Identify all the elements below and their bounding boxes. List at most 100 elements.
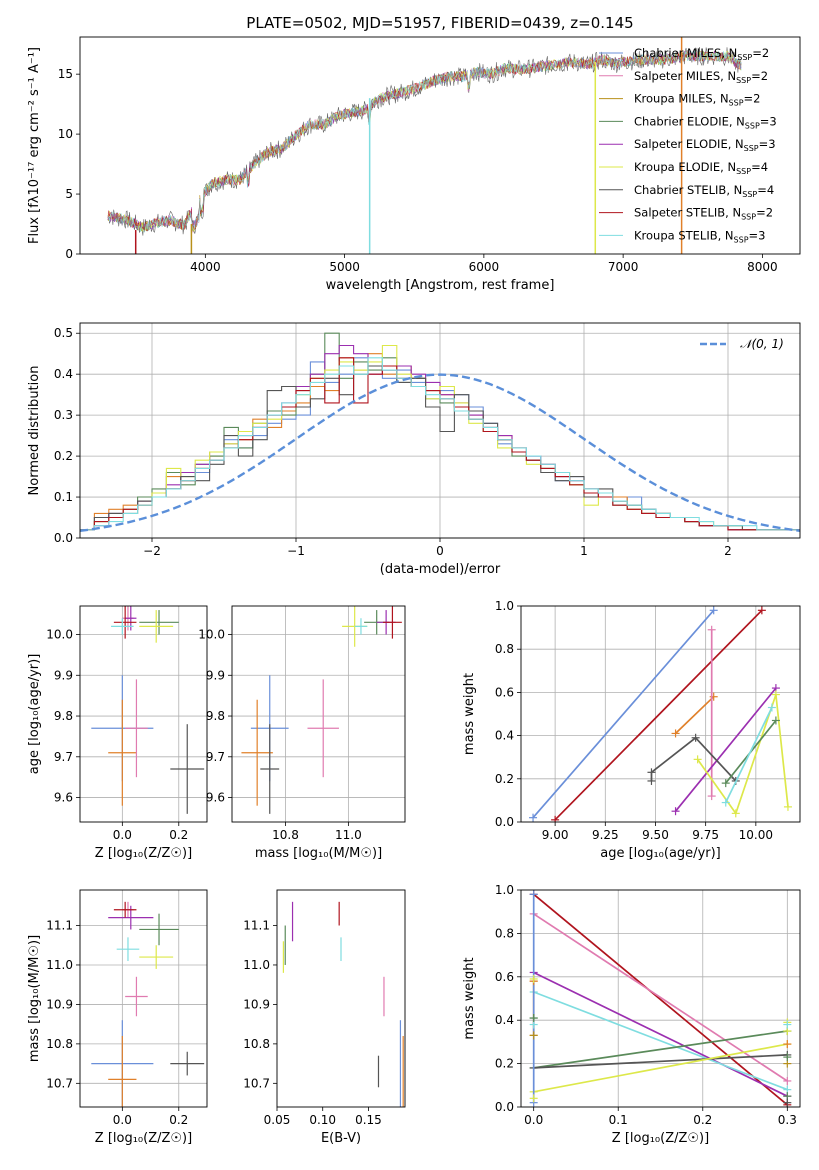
errorbar-point [139, 945, 174, 969]
axes-frame [231, 605, 406, 823]
x-axis-label: age [log₁₀(age/yr)] [600, 846, 721, 861]
plus-marker [671, 729, 680, 738]
y-tick-label: 0.0 [54, 531, 73, 545]
x-tick-label: 0.2 [169, 828, 188, 842]
grid-lines [80, 890, 207, 1107]
plot-area [91, 606, 205, 814]
y-tick-label: 10.8 [243, 1037, 270, 1051]
plot-area [80, 332, 800, 532]
errorbar-point [170, 724, 205, 814]
axes-frame [79, 605, 208, 823]
errorbar-point [108, 1035, 137, 1107]
y-tick-label: 10.7 [243, 1076, 270, 1090]
y-axis-label: age [log₁₀(age/yr)] [27, 654, 42, 775]
plus-marker [783, 1040, 792, 1049]
figure-title: PLATE=0502, MJD=51957, FIBERID=0439, z=0… [246, 14, 633, 32]
y-axis-label: mass weight [462, 673, 477, 755]
weight-line [533, 893, 788, 1106]
panel-spectrum: 4000 5000 6000 7000 8000 0 5 10 15 wavelength [An… [27, 36, 801, 293]
axes: 4000 5000 6000 7000 8000 0 5 10 15 wavelength [An… [27, 36, 801, 293]
weight-line [533, 913, 788, 1082]
x-axis-label: (data-model)/error [380, 562, 501, 577]
x-tick-label: 5000 [329, 260, 360, 274]
x-axis-label: wavelength [Angstrom, rest frame] [326, 278, 555, 293]
weight-line [532, 609, 715, 819]
x-tick-label: 2 [724, 544, 732, 558]
y-tick-label: 11.0 [243, 958, 270, 972]
errorbar-point [260, 724, 280, 814]
panel-residuals: −2 −1 0 1 2 0.0 0.1 0.2 0.3 0.4 0.5 (data-model)/er… [27, 322, 801, 577]
x-tick-label: 0.15 [355, 1113, 382, 1127]
y-tick-label: 11.0 [46, 958, 73, 972]
x-tick-label: 10.8 [272, 828, 299, 842]
plot-area [91, 901, 205, 1107]
y-axis-label: mass [log₁₀(M/M☉)] [27, 935, 42, 1062]
plus-marker [707, 625, 716, 634]
panel-mass_vs_ebv: 0.05 0.10 0.15 10.7 10.8 10.9 11.0 11.1 E(B-V) [243, 889, 406, 1146]
x-tick-label: 9.00 [542, 828, 569, 842]
axes-frame [79, 36, 801, 255]
y-tick-label: 0.6 [495, 685, 514, 699]
plus-marker [783, 1020, 792, 1029]
legend-entry: Kroupa STELIB, NSSP=3 [634, 228, 765, 244]
weight-line [533, 1054, 788, 1069]
axes: 0.0 0.1 0.2 0.3 0.0 0.2 0.4 0.6 0.8 1.0 Z [log₁₀(Z… [462, 883, 801, 1146]
y-tick-label: 0.0 [495, 815, 514, 829]
plus-marker [721, 798, 730, 807]
y-tick-label: 0.3 [54, 408, 73, 422]
weight-line [696, 694, 789, 816]
y-tick-label: 9.8 [206, 709, 225, 723]
spectrum-line [107, 50, 742, 233]
plus-marker [529, 1031, 538, 1040]
panel-age_vs_Z: 0.0 0.2 9.6 9.7 9.8 9.9 10.0 Z [log₁₀(Z/Z☉)] age… [27, 605, 208, 861]
legend-entry: Salpeter MILES, NSSP=2 [634, 69, 768, 85]
errorbar-point [307, 679, 339, 778]
y-tick-label: 9.7 [54, 750, 73, 764]
y-tick-label: 1.0 [495, 599, 514, 613]
y-tick-label: 10.8 [46, 1037, 73, 1051]
y-tick-label: 5 [65, 187, 73, 201]
errorbar-point [116, 937, 140, 962]
plus-marker [783, 1076, 792, 1085]
legend-entry: Chabrier MILES, NSSP=2 [634, 46, 769, 62]
y-tick-label: 0.2 [495, 772, 514, 786]
axes: 0.0 0.2 10.7 10.8 10.9 11.0 11.1 Z [log₁₀(Z/Z☉)… [27, 889, 208, 1146]
errorbar-point [111, 618, 134, 635]
errorbar-point [113, 901, 137, 918]
y-tick-label: 15 [58, 67, 73, 81]
x-tick-label: 0.10 [309, 1113, 336, 1127]
y-tick-label: 9.6 [206, 791, 225, 805]
axes-frame [276, 889, 406, 1108]
plus-marker [783, 1098, 792, 1107]
weight-line [533, 991, 788, 1091]
x-tick-label: −1 [287, 544, 305, 558]
errorbar-point [108, 699, 137, 806]
y-tick-label: 10.7 [46, 1076, 73, 1090]
weight-line [533, 1030, 788, 1069]
plus-marker [771, 690, 780, 699]
x-tick-label: 0.2 [693, 1113, 712, 1127]
axes-frame [520, 605, 801, 823]
weight-line [533, 1043, 788, 1093]
plus-marker [771, 716, 780, 725]
weight-line [533, 971, 788, 1097]
axes: 0.0 0.2 9.6 9.7 9.8 9.9 10.0 Z [log₁₀(Z/Z☉)] age… [27, 605, 208, 861]
x-tick-label: −2 [143, 544, 161, 558]
panel-mass_vs_Z: 0.0 0.2 10.7 10.8 10.9 11.0 11.1 Z [log₁₀(Z/Z☉)… [27, 889, 208, 1146]
legend-entry: Kroupa MILES, NSSP=2 [634, 92, 760, 108]
errorbar-point [382, 606, 402, 639]
y-tick-label: 0.2 [54, 449, 73, 463]
axes-frame [520, 889, 801, 1108]
y-tick-label: 0.4 [495, 729, 514, 743]
axes: 10.8 11.0 9.6 9.7 9.8 9.9 10.0 mass [log₁₀(M/M☉… [198, 605, 406, 861]
plot-area [529, 890, 792, 1107]
x-tick-label: 9.25 [592, 828, 619, 842]
y-tick-label: 0.8 [495, 926, 514, 940]
x-tick-label: 0.2 [169, 1113, 188, 1127]
y-axis-label: Flux [fλ10⁻¹⁷ erg cm⁻² s⁻¹ A⁻¹] [27, 47, 42, 244]
plus-marker [529, 813, 538, 822]
panel-mass_weight_vs_Z: 0.0 0.1 0.2 0.3 0.0 0.2 0.4 0.6 0.8 1.0 Z [log₁₀(Z… [462, 883, 801, 1146]
grid-lines [80, 606, 207, 822]
errorbar-point [125, 679, 148, 778]
plus-marker [647, 776, 656, 785]
